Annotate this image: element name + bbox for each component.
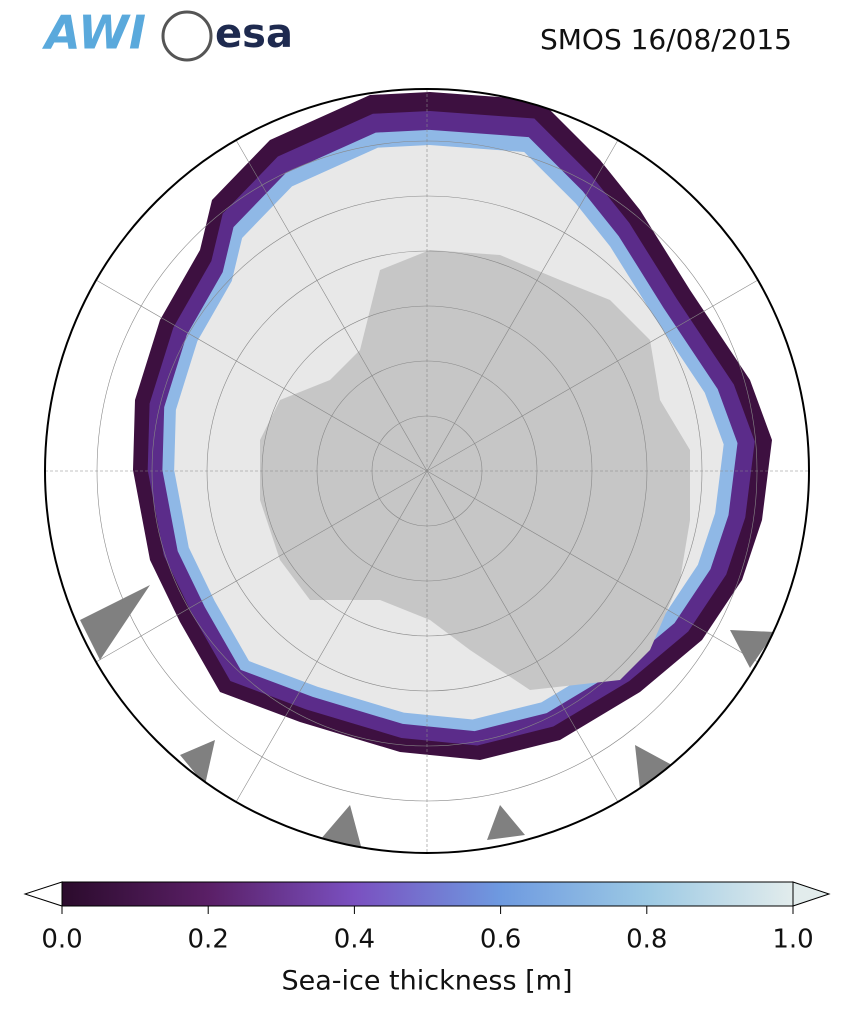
map	[45, 89, 809, 853]
awi-logo: AWI	[42, 6, 146, 60]
colorbar-tick-label: 0.6	[480, 925, 521, 955]
colorbar: Sea-ice thickness [m] 0.0 0.2 0.4 0.6 0.8 1.0	[23, 881, 831, 997]
colorbar-tick-label: 0.4	[334, 925, 375, 955]
colorbar-tick-label: 0.2	[188, 925, 229, 955]
colorbar-extend-low	[23, 881, 63, 907]
map-frame	[44, 88, 810, 854]
map-title: SMOS 16/08/2015	[540, 23, 792, 56]
colorbar-extend-high	[792, 881, 831, 907]
colorbar-tick-label: 0.0	[41, 925, 82, 955]
colorbar-gradient	[62, 882, 793, 906]
colorbar-label: Sea-ice thickness [m]	[281, 966, 572, 997]
esa-emblem	[161, 10, 213, 62]
esa-logo: esa	[215, 11, 293, 57]
colorbar-tick-label: 0.8	[626, 925, 667, 955]
colorbar-tick-label: 1.0	[772, 925, 813, 955]
colorbar-frame	[61, 881, 794, 907]
